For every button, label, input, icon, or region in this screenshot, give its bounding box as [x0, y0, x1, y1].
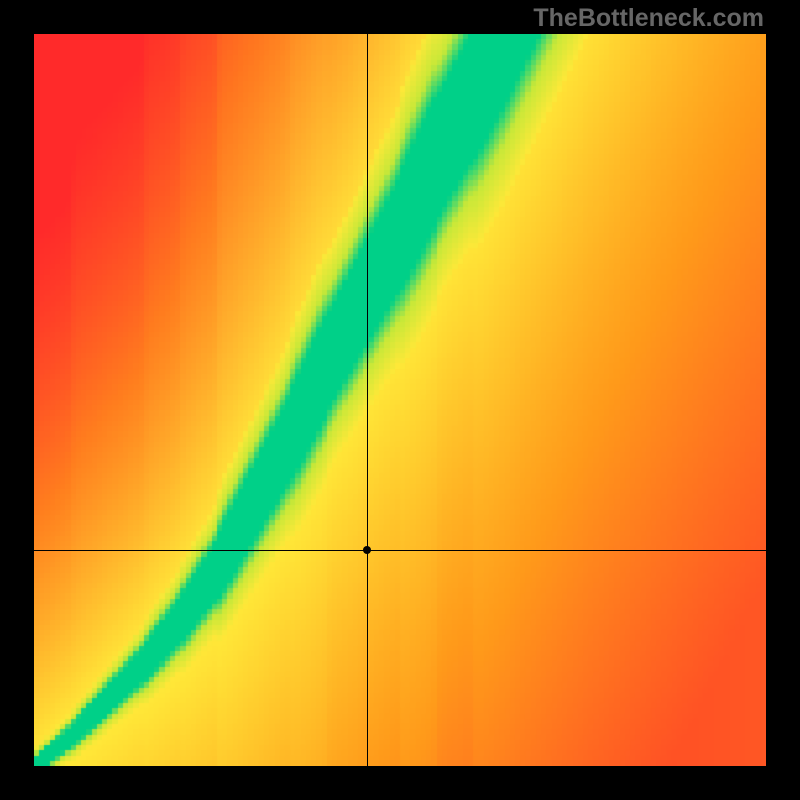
crosshair-horizontal [34, 550, 766, 551]
heatmap-canvas [34, 34, 766, 766]
watermark-text: TheBottleneck.com [533, 4, 764, 33]
plot-area [34, 34, 766, 766]
chart-frame: TheBottleneck.com [0, 0, 800, 800]
crosshair-vertical [367, 34, 368, 766]
